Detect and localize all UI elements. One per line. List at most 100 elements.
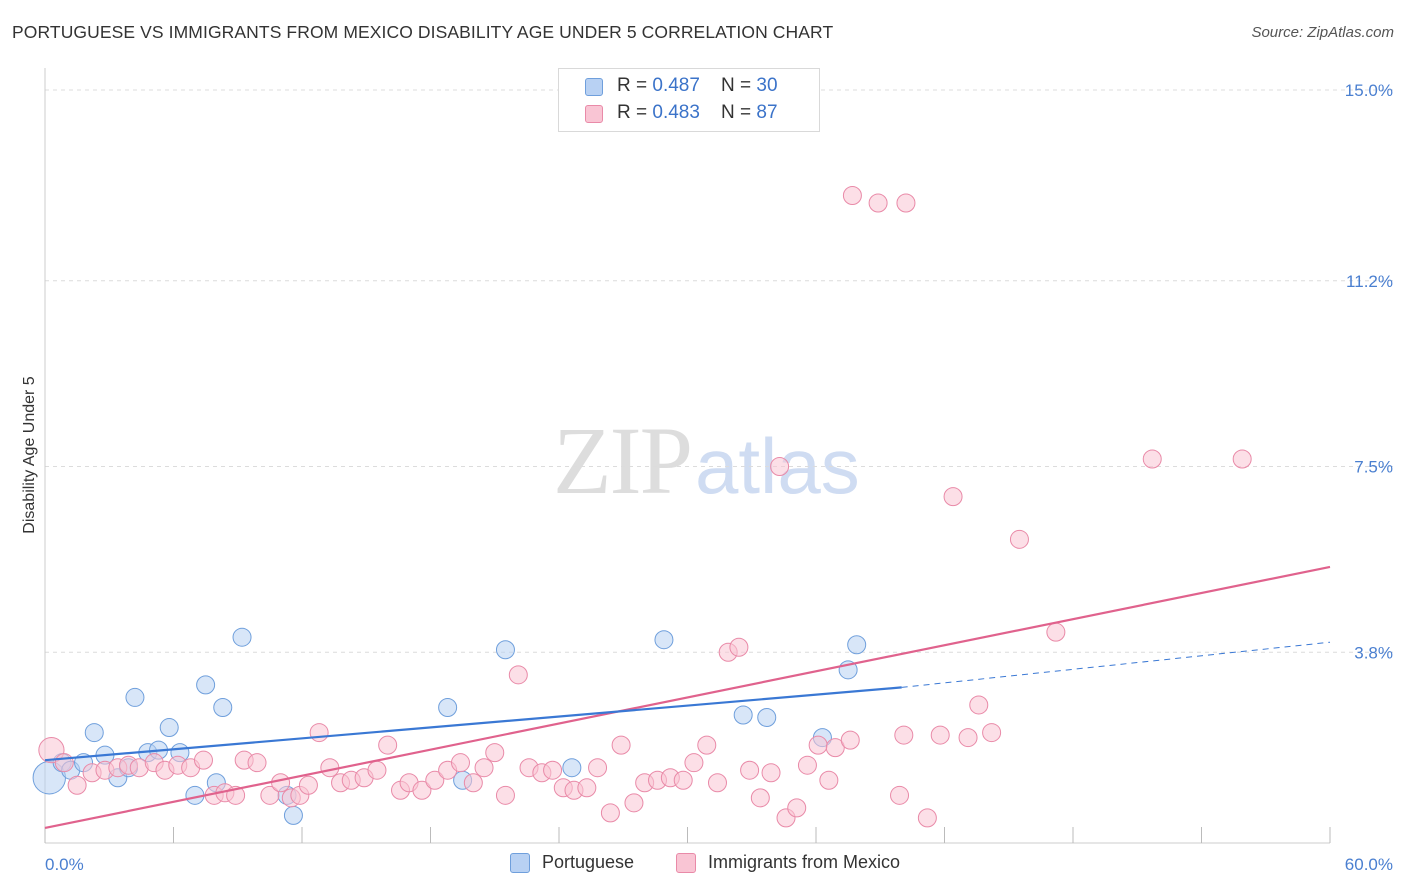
mexico-point [707,773,727,793]
mexico-point [1046,622,1066,642]
portuguese-point [196,675,216,695]
x-tick-label: 60.0% [1345,855,1393,874]
mexico-point [982,723,1002,743]
mexico-point [819,770,839,790]
mexico-point [787,798,807,818]
mexico-point [624,793,644,813]
mexico-point [450,753,470,773]
y-axis-title: Disability Age Under 5 [21,376,38,534]
mexico-point [463,773,483,793]
mexico-point [840,730,860,750]
portuguese-point [84,723,104,743]
mexico-point [750,788,770,808]
mexico-point [271,773,291,793]
mexico-point [842,185,862,205]
portuguese-point [495,640,515,660]
mexico-point [588,758,608,778]
legend-swatch-mexico [676,853,696,873]
mexico-point [697,735,717,755]
source-label: Source: ZipAtlas.com [1251,24,1394,41]
portuguese-trend-extension [901,641,1331,688]
mexico-point [495,785,515,805]
mexico-points [38,185,1252,828]
legend-r-label: R = [617,102,653,123]
y-tick-label: 3.8% [1354,643,1393,662]
mexico-point [684,753,704,773]
legend-r-value: 0.483 [652,102,700,123]
portuguese-point [562,758,582,778]
tick-labels: 3.8% 7.5% 11.2% 15.0% 0.0% 60.0% Disability Ag… [21,81,1393,874]
mexico-point [1142,449,1162,469]
legend-swatch-portuguese [510,853,530,873]
mexico-point [770,457,790,477]
legend-n-label: N = [721,102,757,123]
mexico-point [1232,449,1252,469]
mexico-point [797,755,817,775]
mexico-point [543,760,563,780]
portuguese-point [733,705,753,725]
mexico-point [193,750,213,770]
mexico-point [729,637,749,657]
mexico-point [825,738,845,758]
mexico-point [611,735,631,755]
mexico-point [740,760,760,780]
mexico-point [600,803,620,823]
legend-swatch-portuguese [585,78,603,96]
mexico-point [969,695,989,715]
mexico-point [894,725,914,745]
portuguese-point [757,708,777,728]
mexico-trend-line [44,565,1331,830]
y-tick-label: 11.2% [1346,272,1393,291]
legend-swatch-mexico [585,105,603,123]
mexico-point [890,785,910,805]
y-tick-label: 15.0% [1345,81,1393,100]
mexico-point [247,753,267,773]
mexico-point [673,770,693,790]
axes [44,68,1331,844]
grid-lines [45,89,1395,653]
mexico-point [67,775,87,795]
portuguese-point [283,805,303,825]
correlation-legend: R = 0.487 N = 30 R = 0.483 N = 87 [558,68,820,132]
mexico-point [508,665,528,685]
mexico-point [425,770,445,790]
mexico-point [577,778,597,798]
portuguese-point [159,718,179,738]
mexico-point [868,193,888,213]
legend-n-label: N = [721,75,757,96]
mexico-point [298,775,318,795]
legend-r-label: R = [617,75,653,96]
portuguese-point [213,697,233,717]
mexico-point [54,753,74,773]
mexico-point [485,743,505,763]
mexico-point [1009,529,1029,549]
mexico-point [367,760,387,780]
chart-title: PORTUGUESE VS IMMIGRANTS FROM MEXICO DIS… [12,22,834,42]
mexico-point [808,735,828,755]
mexico-point [260,785,280,805]
mexico-point [761,763,781,783]
mexico-point [943,487,963,507]
watermark-zip: ZIP [553,407,693,514]
y-tick-label: 7.5% [1354,458,1393,477]
mexico-point [412,780,432,800]
legend-label-mexico: Immigrants from Mexico [708,852,901,872]
mexico-point [930,725,950,745]
mexico-point [378,735,398,755]
legend-label-portuguese: Portuguese [542,852,635,872]
portuguese-trend-line [44,686,902,762]
mexico-point [958,728,978,748]
mexico-point [917,808,937,828]
mexico-point [309,723,329,743]
legend-n-value: 30 [756,75,778,96]
legend-n-value: 87 [756,102,778,123]
trend-lines [44,565,1331,830]
watermark: ZIPatlas [553,405,860,516]
portuguese-point [232,627,252,647]
mexico-point [474,758,494,778]
portuguese-point [125,687,145,707]
portuguese-point [654,630,674,650]
legend-r-value: 0.487 [652,75,700,96]
x-tick-label: 0.0% [45,855,84,874]
